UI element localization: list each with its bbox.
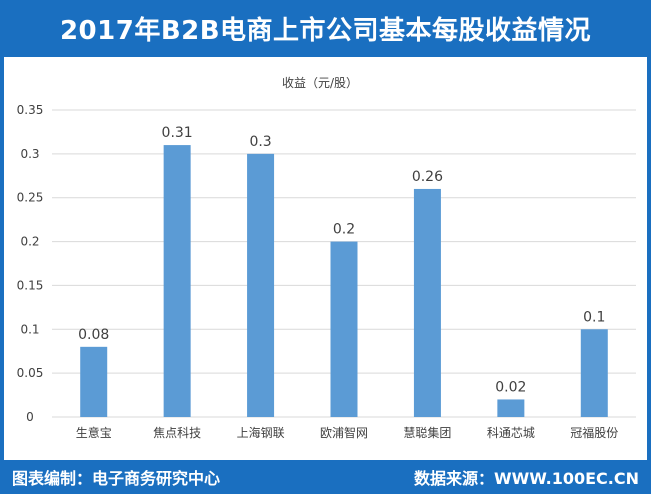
x-category-label: 科通芯城 (487, 426, 535, 440)
bar-chart: 收益（元/股） 00.050.10.150.20.250.30.35 0.080… (17, 76, 636, 440)
bar (330, 241, 358, 417)
bar (413, 188, 441, 417)
y-tick-label: 0.25 (17, 191, 44, 205)
y-tick-label: 0.35 (17, 103, 44, 117)
bar-value-label: 0.08 (78, 327, 109, 343)
x-category-label: 焦点科技 (153, 426, 201, 440)
footer-source: 数据来源：WWW.100EC.CN (413, 469, 639, 488)
x-category-label: 欧浦智网 (320, 425, 368, 440)
chart-title: 收益（元/股） (282, 76, 358, 90)
y-tick-label: 0.05 (17, 366, 44, 380)
x-category-label: 上海钢联 (237, 425, 285, 440)
bar (580, 329, 608, 417)
value-labels: 0.08 0.31 0.3 0.2 0.26 0.02 0.1 (78, 125, 605, 395)
x-axis-categories: 生意宝 焦点科技 上海钢联 欧浦智网 慧聪集团 科通芯城 冠福股份 (76, 425, 619, 440)
bar-value-label: 0.2 (333, 222, 355, 238)
y-tick-label: 0.15 (17, 278, 44, 292)
bar-value-label: 0.1 (583, 309, 605, 325)
x-category-label: 冠福股份 (570, 425, 618, 440)
bar-value-label: 0.02 (495, 379, 526, 395)
bar-value-label: 0.31 (162, 125, 193, 141)
x-category-label: 慧聪集团 (403, 425, 451, 440)
footer-credit: 图表编制：电子商务研究中心 (12, 469, 221, 488)
chart-panel: 收益（元/股） 0 0.05 0.1 0.15 0.2 0.25 0.3 0.35 0.08 0… (4, 57, 647, 460)
bars (80, 145, 608, 417)
y-tick-label: 0.1 (20, 322, 39, 336)
y-tick-label: 0.2 (20, 235, 39, 249)
y-tick-label: 0 (26, 410, 34, 424)
y-axis-ticks: 0 0.05 0.1 0.15 0.2 0.25 0.3 0.35 (17, 103, 44, 424)
page-title: 2017年B2B电商上市公司基本每股收益情况 (59, 16, 592, 46)
bar (247, 153, 275, 417)
bar-value-label: 0.26 (412, 169, 443, 185)
title-bar: 2017年B2B电商上市公司基本每股收益情况 (0, 0, 651, 57)
bar (80, 346, 108, 417)
bar (497, 399, 525, 417)
bar-value-label: 0.3 (249, 134, 271, 150)
x-category-label: 生意宝 (76, 425, 112, 440)
bar (163, 145, 191, 417)
y-tick-label: 0.3 (20, 147, 39, 161)
footer: 图表编制：电子商务研究中心 数据来源：WWW.100EC.CN (0, 460, 651, 494)
